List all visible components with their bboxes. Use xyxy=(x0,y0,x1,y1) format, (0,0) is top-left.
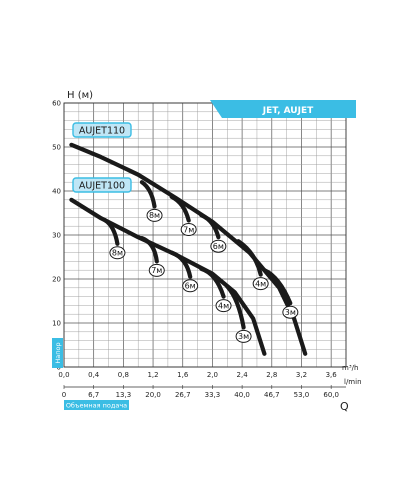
x-axis-q: Q xyxy=(340,400,349,413)
branch-depth-label: 6м xyxy=(185,282,196,291)
model-tag-label: AUJET100 xyxy=(79,181,125,192)
chart-grid xyxy=(63,102,347,368)
chart-labels: JET, AUJET 8м 7м 6м 4м 3м AUJET110 8м 7м 6м 4м 3м AU… xyxy=(72,100,356,343)
x-tick-label: 1,2 xyxy=(147,371,158,379)
branch-depth-bubble xyxy=(235,329,252,343)
y-axis-title: H (м) xyxy=(67,90,93,101)
y-tick-label: 60 xyxy=(52,100,61,108)
branch-curve xyxy=(262,268,293,306)
x-tick-label-lmin: 13,3 xyxy=(116,391,132,399)
x-tick-label-lmin: 0 xyxy=(62,391,66,399)
x-tick-label-lmin: 20,0 xyxy=(145,391,161,399)
x-tick-label-lmin: 46,7 xyxy=(264,391,280,399)
y-tick-label: 30 xyxy=(52,232,61,240)
branch-curve xyxy=(225,284,246,330)
model-tag xyxy=(72,177,132,193)
branch-curve xyxy=(139,180,157,209)
x-tick-label-lmin: 53,0 xyxy=(294,391,310,399)
branch-depth-label: 3м xyxy=(285,308,296,317)
x-tick-label: 0,0 xyxy=(58,371,69,379)
x-tick-label: 0,8 xyxy=(118,371,129,379)
branch-depth-bubble xyxy=(252,277,269,291)
x-tick-label: 0,4 xyxy=(88,371,100,379)
main-curve-aujet110 xyxy=(69,142,308,356)
badge-background xyxy=(210,100,356,118)
branch-depth-label: 8м xyxy=(149,211,160,220)
branch-depth-label: 6м xyxy=(213,242,224,251)
ylabel-vertical-bg xyxy=(52,338,63,368)
x-tick-label-lmin: 60,0 xyxy=(323,391,339,399)
badge-text: JET, AUJET xyxy=(262,106,314,116)
branch-depth-bubble xyxy=(282,305,299,319)
y-tick-label: 10 xyxy=(52,320,61,328)
x-unit-bottom: l/min xyxy=(344,378,362,386)
y-tick-label: 40 xyxy=(52,188,61,196)
branch-depth-label: 7м xyxy=(183,225,194,234)
branch-depth-bubble xyxy=(109,246,126,260)
branch-curve xyxy=(236,239,263,277)
ylabel-vertical: Напор xyxy=(54,342,62,363)
model-tag xyxy=(72,122,132,138)
y-tick-label: 50 xyxy=(52,144,61,152)
x-tick-label: 2,8 xyxy=(266,371,277,379)
branch-curve xyxy=(169,250,193,279)
xlabel-flow: Объемная подача xyxy=(66,402,127,410)
branch-depth-label: 4м xyxy=(218,301,229,310)
x-tick-label: 2,4 xyxy=(237,371,249,379)
x-unit-top: m³/h xyxy=(342,364,358,372)
x-tick-label-lmin: 6,7 xyxy=(88,391,99,399)
branch-depth-label: 7м xyxy=(151,266,162,275)
branch-depth-bubble xyxy=(210,239,227,253)
branch-depth-label: 3м xyxy=(238,332,249,341)
chart-axes: 0 10 20 30 40 50 60 0,0 0,4 0,8 1,2 1,6 2,0 2,4 2,8 3,2… xyxy=(52,90,362,413)
model-tag-label: AUJET110 xyxy=(79,126,125,137)
xlabel-flow-bg xyxy=(64,400,129,410)
x-tick-label: 3,2 xyxy=(296,371,307,379)
plot-frame xyxy=(63,102,347,368)
x-tick-label: 3,6 xyxy=(326,371,338,379)
chart-curves xyxy=(69,142,308,356)
branch-depth-bubble xyxy=(215,299,232,313)
branch-curve xyxy=(169,194,191,223)
branch-depth-bubble xyxy=(146,208,163,222)
x-tick-label-lmin: 40,0 xyxy=(234,391,250,399)
x-tick-label-lmin: 33,3 xyxy=(205,391,221,399)
branch-depth-label: 8м xyxy=(112,249,123,258)
x-tick-label: 1,6 xyxy=(177,371,189,379)
branch-depth-label: 4м xyxy=(255,279,266,288)
y-tick-label: 20 xyxy=(52,276,61,284)
x-tick-label-lmin: 26,7 xyxy=(175,391,191,399)
branch-curve xyxy=(102,217,120,246)
x-tick-label: 2,0 xyxy=(207,371,218,379)
branch-curve xyxy=(199,213,221,240)
branch-depth-bubble xyxy=(180,222,197,236)
branch-depth-bubble xyxy=(182,279,199,293)
branch-curve xyxy=(199,266,226,299)
branch-depth-bubble xyxy=(148,263,165,277)
branch-curve xyxy=(139,236,159,264)
